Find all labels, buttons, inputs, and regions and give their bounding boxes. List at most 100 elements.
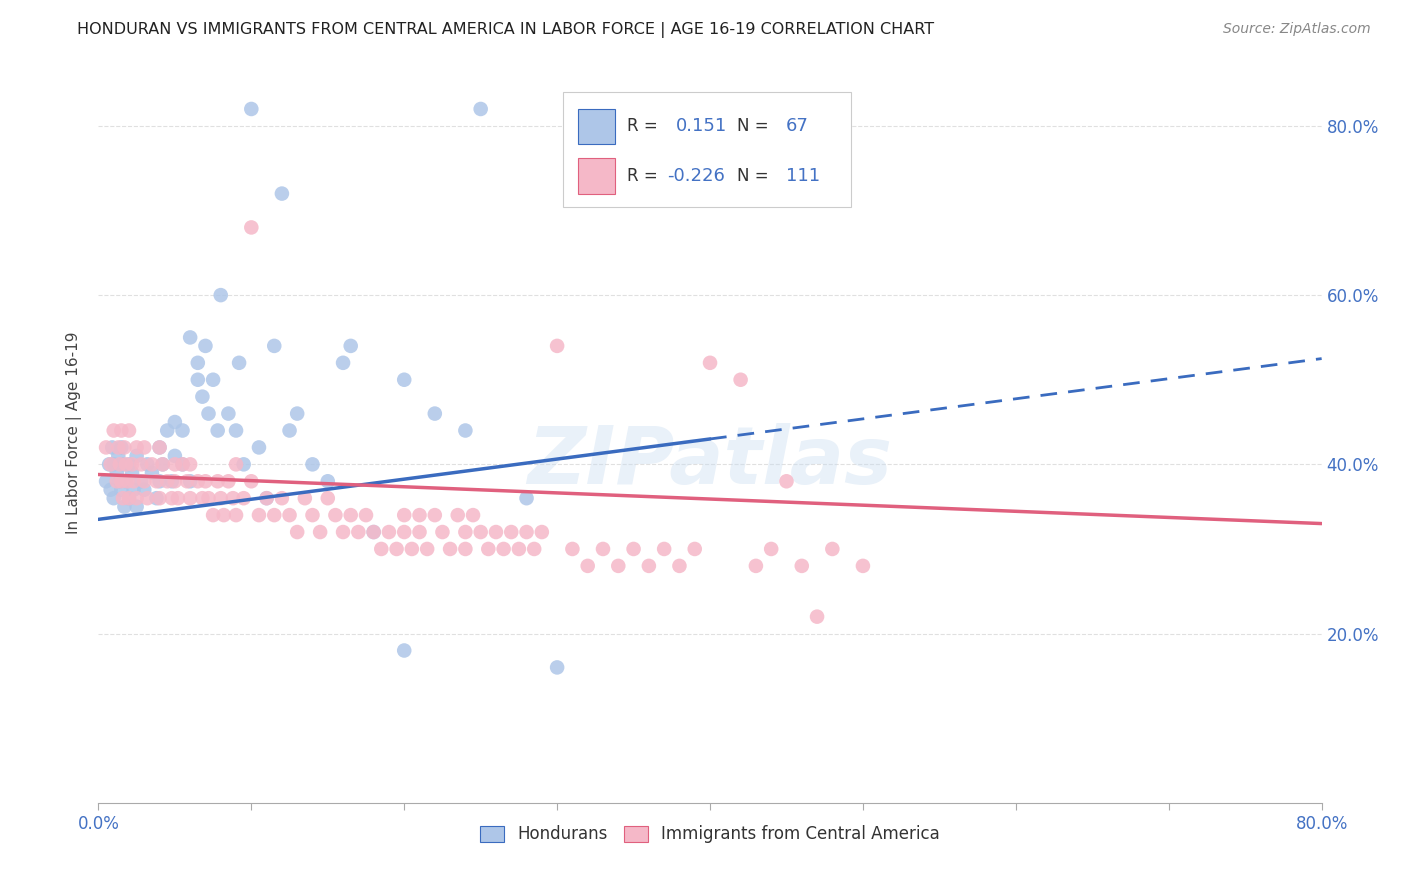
Point	[134, 483, 156, 497]
Point	[98, 458, 121, 472]
Point	[100, 483, 122, 497]
Point	[122, 483, 145, 497]
Point	[167, 491, 190, 506]
Point	[125, 441, 148, 455]
Point	[187, 475, 209, 489]
Point	[118, 458, 141, 472]
Point	[118, 491, 141, 506]
FancyBboxPatch shape	[564, 92, 851, 207]
Point	[202, 373, 225, 387]
Point	[256, 491, 278, 506]
Point	[339, 339, 361, 353]
Point	[240, 102, 263, 116]
Point	[103, 424, 125, 438]
Point	[125, 449, 148, 463]
Point	[152, 458, 174, 472]
Point	[149, 441, 172, 455]
Point	[278, 424, 301, 438]
Text: 67: 67	[786, 118, 808, 136]
Point	[163, 449, 186, 463]
Point	[107, 449, 129, 463]
Point	[652, 541, 675, 556]
Point	[401, 541, 423, 556]
Point	[339, 508, 361, 522]
Point	[209, 491, 232, 506]
Point	[668, 558, 690, 573]
Point	[576, 558, 599, 573]
Point	[416, 541, 439, 556]
Point	[149, 491, 172, 506]
Point	[730, 373, 752, 387]
Point	[592, 541, 614, 556]
Point	[149, 441, 172, 455]
Point	[134, 441, 156, 455]
Point	[806, 609, 828, 624]
Point	[125, 491, 148, 506]
Point	[392, 643, 416, 657]
Point	[217, 407, 239, 421]
Point	[110, 424, 132, 438]
Point	[232, 458, 254, 472]
Point	[492, 541, 515, 556]
Point	[207, 475, 229, 489]
Point	[103, 491, 125, 506]
Point	[136, 458, 159, 472]
Point	[852, 558, 875, 573]
Point	[699, 356, 721, 370]
Point	[477, 541, 499, 556]
Point	[197, 407, 219, 421]
Point	[209, 288, 232, 302]
Point	[256, 491, 278, 506]
Point	[156, 475, 179, 489]
Point	[145, 491, 167, 506]
Point	[759, 541, 782, 556]
Point	[523, 541, 546, 556]
Point	[217, 475, 239, 489]
Point	[278, 508, 301, 522]
Point	[145, 475, 167, 489]
Point	[309, 524, 332, 539]
Point	[485, 524, 508, 539]
Point	[160, 475, 183, 489]
Point	[172, 458, 194, 472]
Point	[105, 466, 128, 480]
Point	[530, 524, 553, 539]
Point	[501, 524, 523, 539]
Point	[176, 475, 198, 489]
Point	[194, 475, 217, 489]
Point	[121, 458, 143, 472]
Point	[378, 524, 401, 539]
Point	[110, 441, 132, 455]
Point	[561, 541, 583, 556]
Point	[122, 475, 145, 489]
Text: R =: R =	[627, 167, 662, 185]
Point	[516, 524, 538, 539]
Point	[408, 524, 430, 539]
Text: N =: N =	[737, 167, 773, 185]
Point	[263, 508, 285, 522]
Point	[247, 508, 270, 522]
Point	[136, 491, 159, 506]
Point	[197, 491, 219, 506]
Point	[454, 424, 477, 438]
Point	[637, 558, 661, 573]
Point	[172, 458, 194, 472]
Point	[194, 339, 217, 353]
Text: Source: ZipAtlas.com: Source: ZipAtlas.com	[1223, 22, 1371, 37]
Point	[191, 390, 214, 404]
Point	[432, 524, 454, 539]
Point	[607, 558, 630, 573]
Point	[112, 500, 135, 514]
Point	[508, 541, 530, 556]
Point	[347, 524, 370, 539]
Point	[790, 558, 813, 573]
Text: R =: R =	[627, 118, 662, 136]
Point	[354, 508, 377, 522]
Point	[118, 424, 141, 438]
Point	[370, 541, 392, 556]
Point	[141, 458, 163, 472]
Point	[228, 356, 250, 370]
Point	[108, 458, 131, 472]
Legend: Hondurans, Immigrants from Central America: Hondurans, Immigrants from Central Ameri…	[474, 819, 946, 850]
Point	[225, 424, 247, 438]
